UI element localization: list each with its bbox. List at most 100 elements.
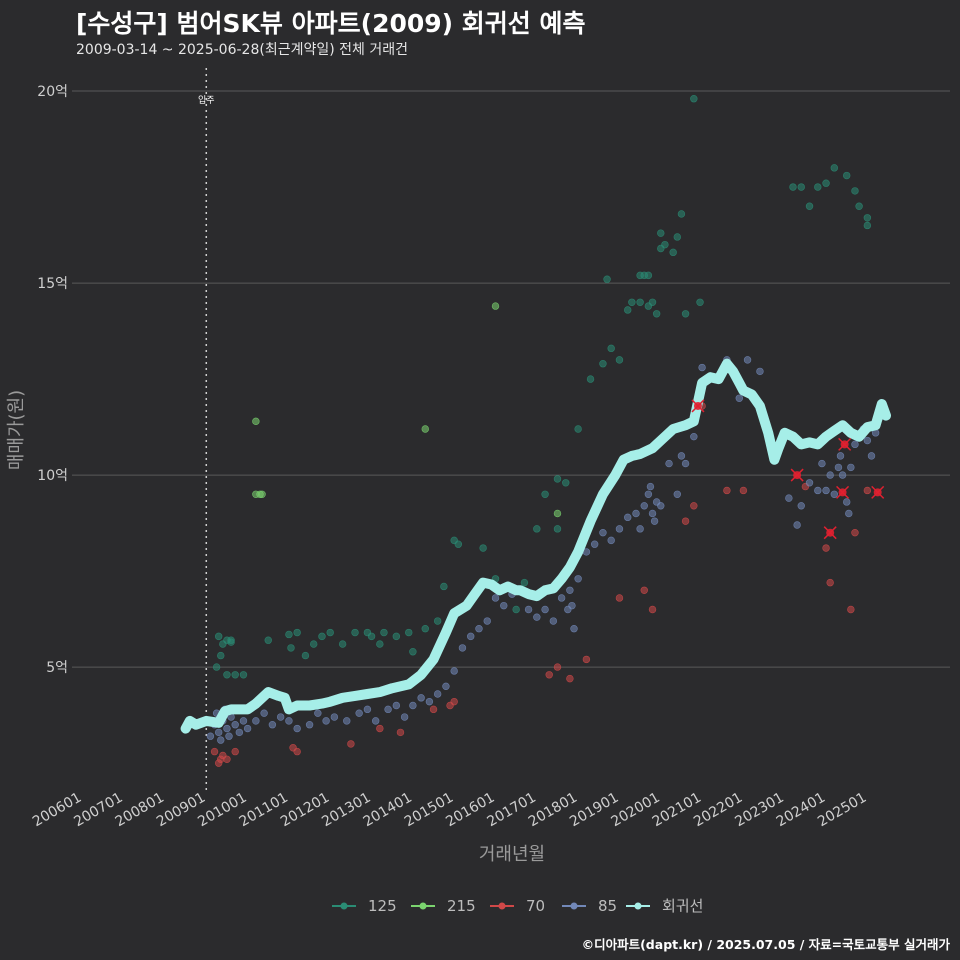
point-70 <box>739 486 748 495</box>
point-125 <box>264 636 272 644</box>
point-70 <box>723 486 731 495</box>
point-85 <box>450 667 458 675</box>
point-85 <box>400 713 409 721</box>
point-125 <box>214 632 223 641</box>
point-70 <box>582 655 591 664</box>
point-85 <box>681 459 690 468</box>
point-70 <box>681 517 690 525</box>
point-70 <box>553 663 562 671</box>
point-85 <box>867 452 876 460</box>
point-125 <box>553 525 562 533</box>
point-85 <box>818 459 826 468</box>
point-85 <box>217 736 225 744</box>
point-125 <box>673 233 682 241</box>
point-85 <box>665 459 673 468</box>
point-85 <box>314 709 322 717</box>
point-85 <box>409 701 417 710</box>
point-70 <box>847 605 855 614</box>
point-125 <box>863 214 872 222</box>
legend-label: 125 <box>368 897 397 915</box>
point-125 <box>652 310 661 318</box>
point-70 <box>223 755 231 763</box>
move-in-line: 입주 <box>198 68 215 790</box>
point-125 <box>231 671 239 679</box>
point-125 <box>644 271 653 280</box>
point-70 <box>615 594 624 602</box>
point-85 <box>541 605 549 614</box>
point-70 <box>826 578 834 587</box>
point-125 <box>797 183 805 191</box>
point-70 <box>545 671 553 679</box>
point-125 <box>628 298 636 306</box>
point-125 <box>636 298 644 306</box>
point-85 <box>524 605 533 614</box>
point-125 <box>624 306 632 314</box>
point-70 <box>217 755 225 763</box>
point-85 <box>644 490 653 498</box>
chart-subtitle: 2009-03-14 ~ 2025-06-28(최근계약일) 전체 거래건 <box>76 42 408 58</box>
point-125 <box>603 275 611 283</box>
point-125 <box>285 630 293 639</box>
point-85 <box>570 625 578 633</box>
point-125 <box>586 375 595 383</box>
point-70 <box>231 747 239 756</box>
point-85 <box>475 625 483 633</box>
point-85 <box>239 717 248 725</box>
point-125 <box>405 628 413 637</box>
point-85 <box>793 521 801 529</box>
point-125 <box>553 475 562 483</box>
point-85 <box>826 471 834 479</box>
point-125 <box>217 651 225 660</box>
highlighted-points <box>691 399 885 540</box>
point-85 <box>673 490 682 498</box>
point-85 <box>363 705 372 714</box>
point-125 <box>392 632 401 641</box>
legend-label: 회귀선 <box>662 897 703 915</box>
point-85 <box>632 509 640 518</box>
point-85 <box>640 502 648 510</box>
highlight-marker <box>790 468 804 482</box>
point-85 <box>698 363 706 372</box>
point-85 <box>690 432 698 441</box>
point-125 <box>421 625 429 633</box>
point-125 <box>863 221 872 230</box>
trend-line <box>180 358 891 734</box>
point-85 <box>330 713 339 721</box>
point-85 <box>636 525 644 533</box>
point-85 <box>223 724 231 733</box>
point-85 <box>276 713 285 721</box>
point-125 <box>301 651 310 660</box>
move-in-label: 입주 <box>198 94 215 106</box>
point-85 <box>425 697 434 706</box>
y-axis-ticks: 5억 10억 15억 20억 <box>37 84 68 676</box>
point-125 <box>830 164 839 172</box>
point-125 <box>479 544 487 552</box>
point-85 <box>785 494 793 502</box>
point-125 <box>239 671 248 679</box>
point-70 <box>851 528 859 537</box>
point-125 <box>607 344 615 353</box>
legend-item-회귀선: 회귀선 <box>626 897 703 915</box>
point-85 <box>467 632 475 641</box>
highlight-marker <box>871 485 885 499</box>
legend-item-85: 85 <box>562 897 617 915</box>
point-70 <box>293 747 301 756</box>
point-85 <box>830 490 839 498</box>
point-85 <box>293 724 301 733</box>
point-125 <box>669 248 677 257</box>
point-125 <box>696 298 704 306</box>
point-85 <box>657 502 665 510</box>
y-tick-label: 5억 <box>46 660 68 676</box>
legend-item-70: 70 <box>490 897 545 915</box>
point-125 <box>574 425 582 433</box>
highlight-marker <box>838 437 852 451</box>
point-215 <box>491 302 500 310</box>
point-125 <box>380 628 388 637</box>
point-85 <box>843 498 851 506</box>
point-125 <box>351 628 359 637</box>
point-85 <box>756 367 764 376</box>
point-85 <box>607 536 615 545</box>
point-125 <box>440 582 448 591</box>
point-85 <box>322 717 330 725</box>
